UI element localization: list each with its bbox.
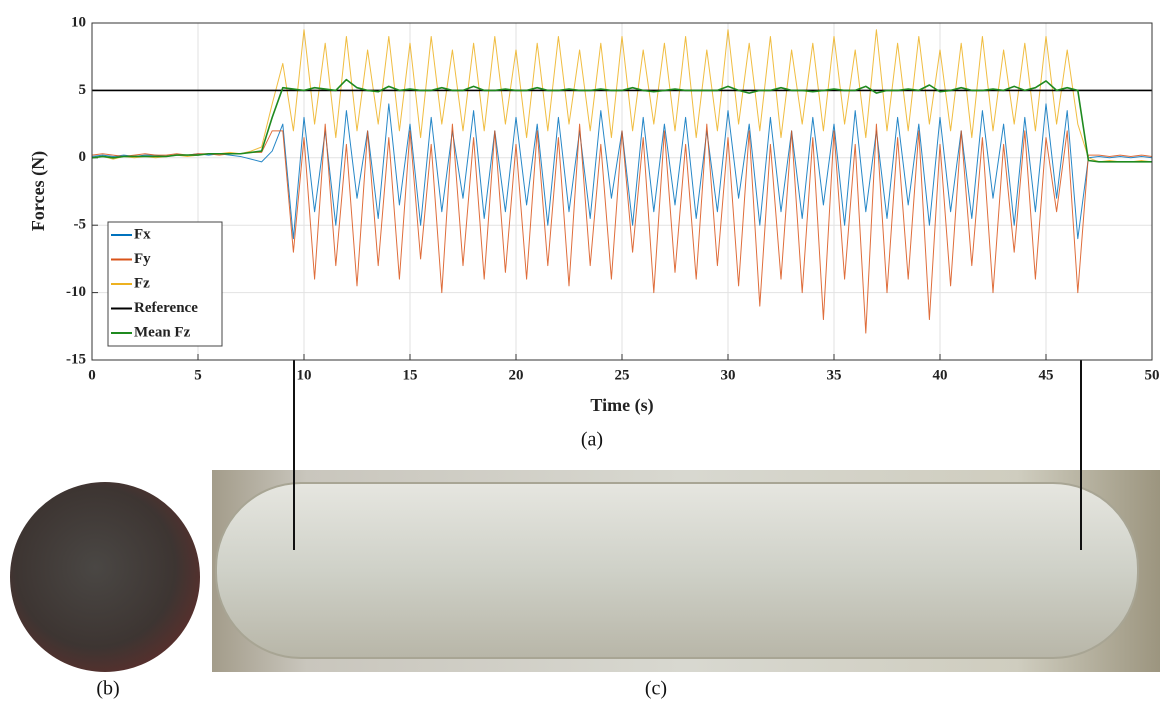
series-line	[91, 29, 1153, 163]
disc-photo	[10, 482, 200, 672]
y-tick-label: -5	[74, 217, 87, 233]
x-tick-label: 35	[827, 367, 842, 383]
axes-box	[91, 22, 1153, 361]
legend-label: Fx	[134, 226, 151, 242]
x-tick-label: 15	[403, 367, 418, 383]
series-line	[91, 123, 1153, 334]
series-line	[91, 78, 1152, 163]
x-tick-label: 40	[933, 367, 948, 383]
y-tick-label: 0	[79, 149, 87, 165]
caption: (c)	[645, 678, 667, 700]
y-tick-label: 10	[71, 14, 86, 30]
legend-label: Fz	[134, 275, 150, 291]
x-tick-label: 10	[297, 367, 312, 383]
caption: (b)	[96, 678, 119, 700]
x-tick-label: 20	[509, 367, 524, 383]
plot: 0 5 10 15 20 25 30 35 40 45 50 -15 -10 -5 0 5 10 Fx Fy Fz Re…	[66, 14, 1160, 383]
y-axis-label: Forces (N)	[28, 151, 49, 231]
x-tick-label: 25	[615, 367, 630, 383]
x-axis-label: Time (s)	[590, 395, 653, 416]
y-tick-label: -10	[66, 284, 86, 300]
weld-track	[215, 482, 1139, 659]
legend-label: Reference	[134, 300, 198, 316]
y-tick-label: 5	[79, 82, 87, 98]
x-tick-label: 30	[721, 367, 736, 383]
x-tick-label: 5	[194, 367, 202, 383]
caption: (a)	[581, 429, 603, 451]
legend: Fx Fy Fz Reference Mean Fz	[107, 221, 223, 347]
x-tick-label: 50	[1145, 367, 1160, 383]
x-tick-label: 0	[88, 367, 96, 383]
legend-label: Mean Fz	[134, 324, 191, 340]
y-tick-label: -15	[66, 351, 86, 367]
legend-label: Fy	[134, 251, 151, 267]
x-tick-label: 45	[1039, 367, 1054, 383]
